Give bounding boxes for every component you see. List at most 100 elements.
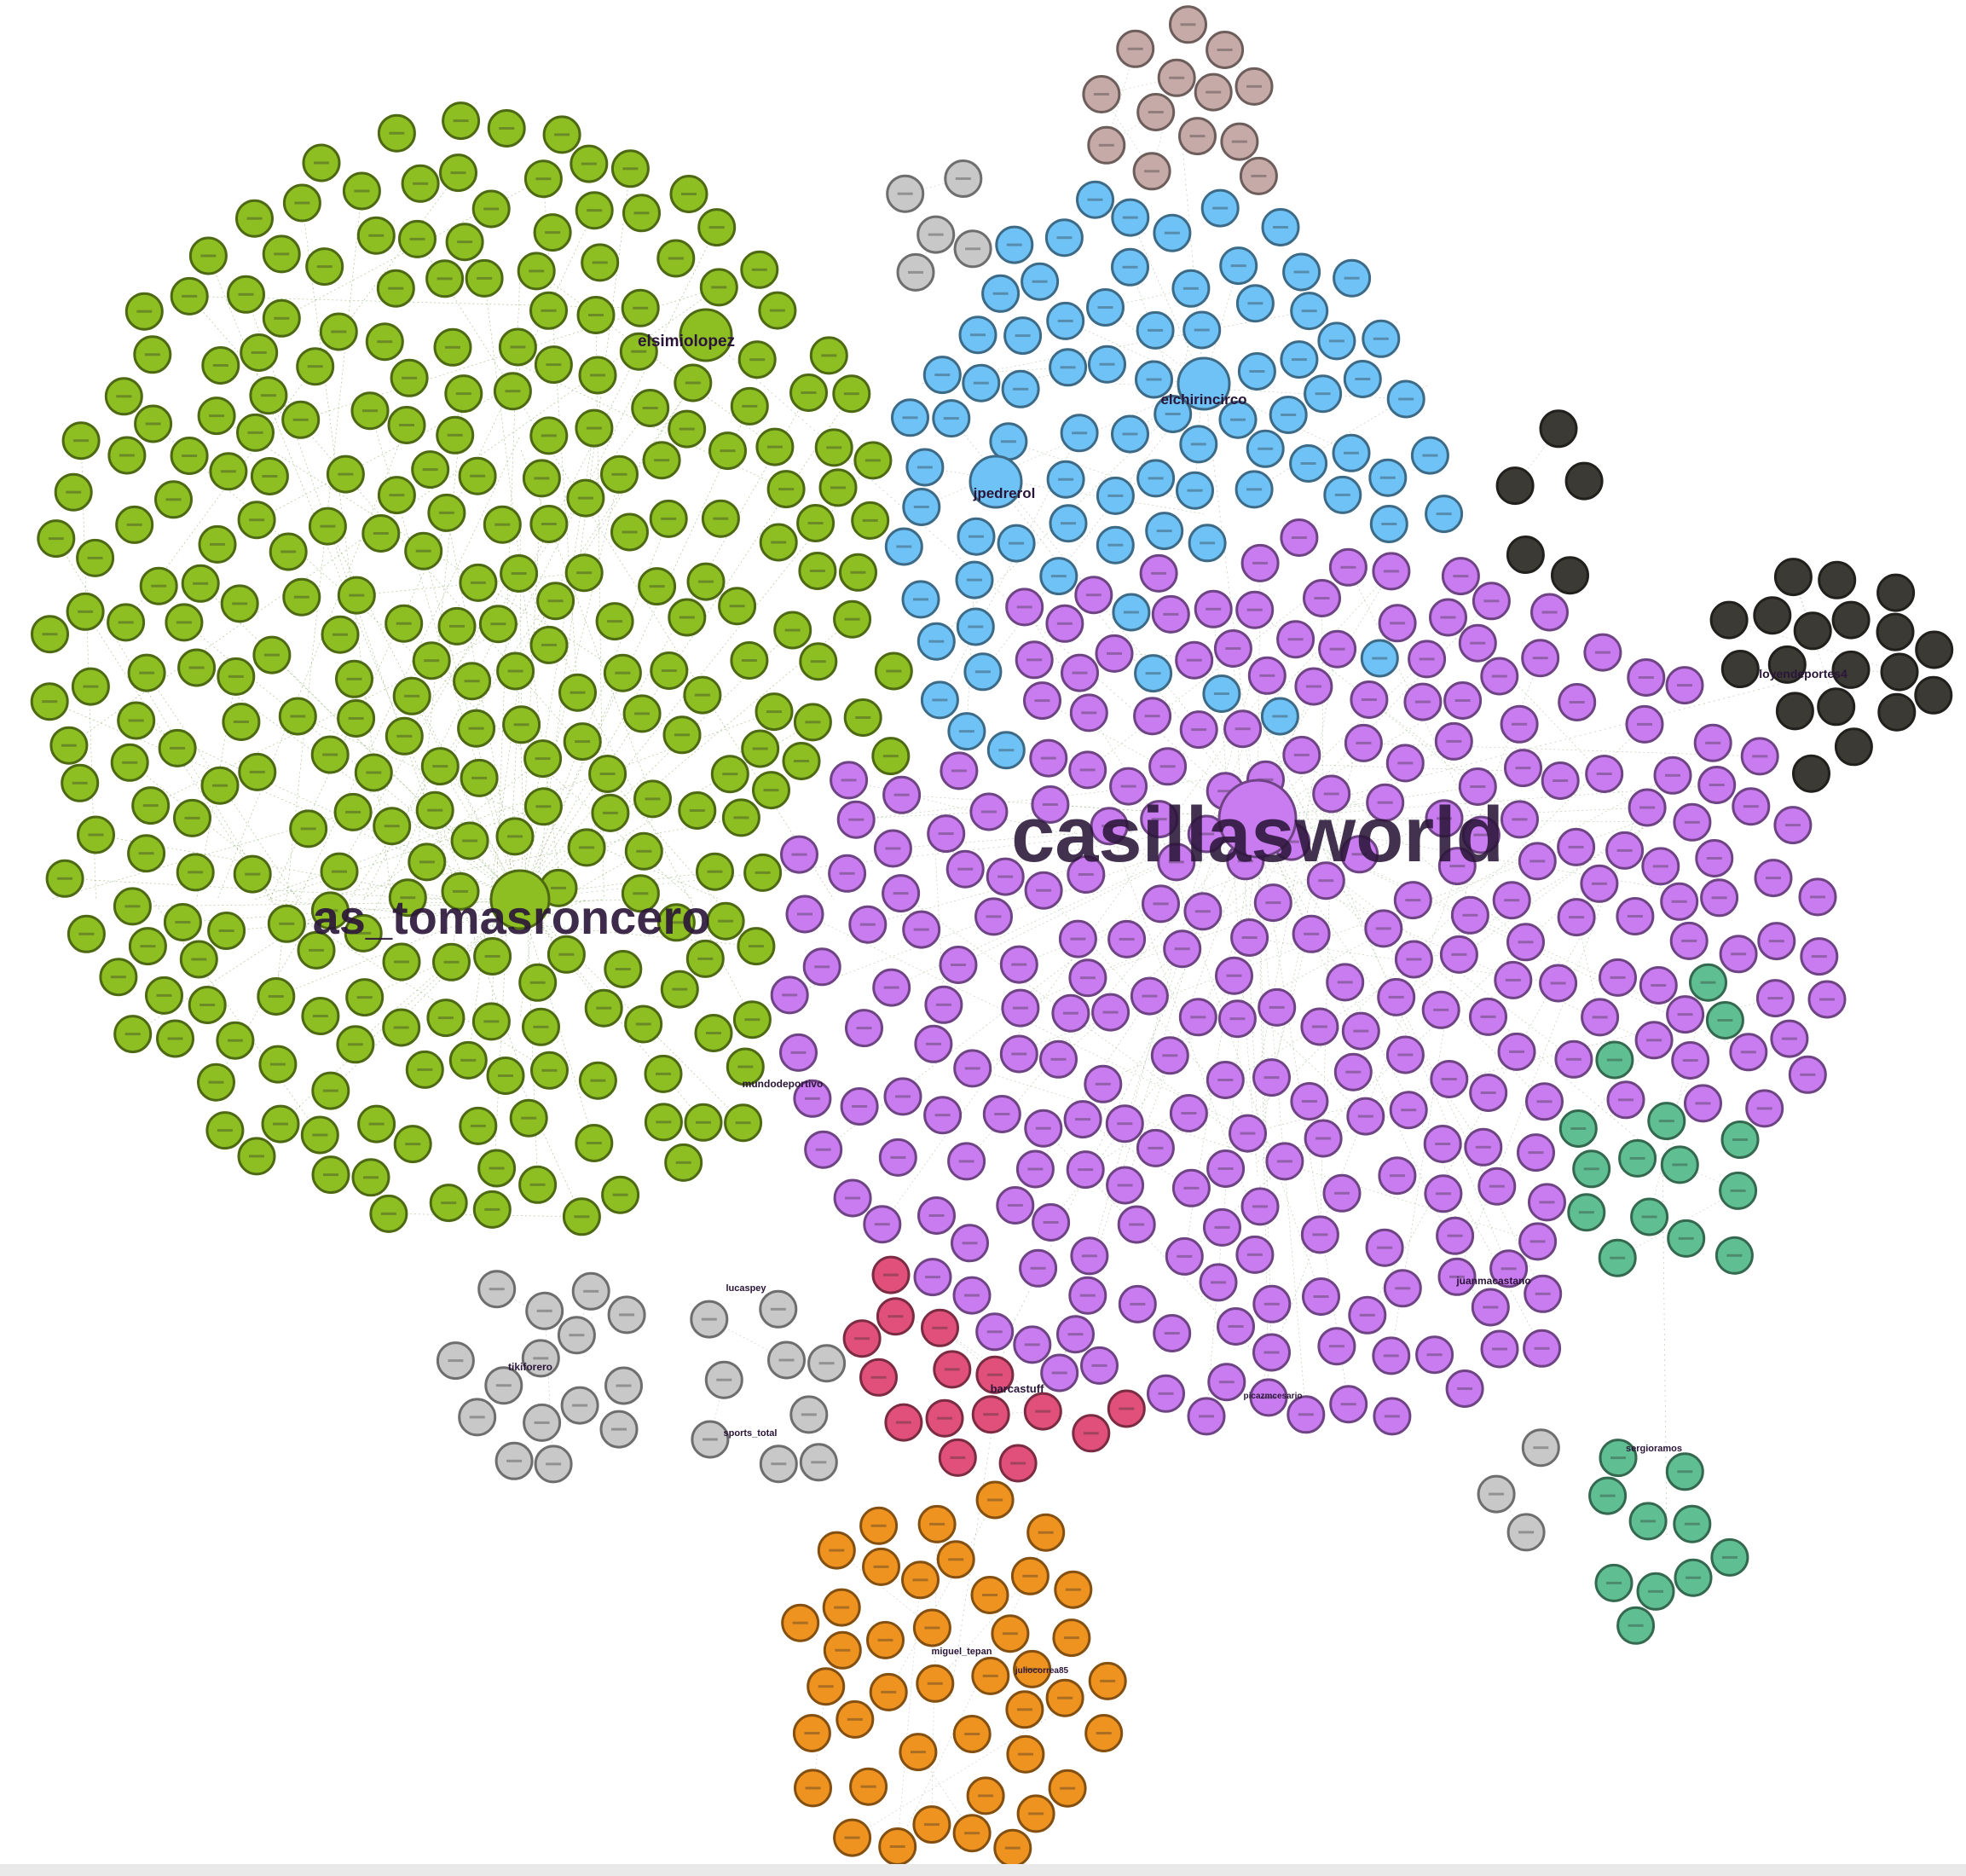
graph-node-green[interactable] (356, 216, 396, 255)
graph-node-teal[interactable] (1667, 1219, 1706, 1258)
graph-node-purple[interactable] (1024, 1109, 1063, 1148)
graph-node-pink[interactable] (921, 1308, 959, 1347)
graph-node-purple[interactable] (986, 857, 1025, 896)
graph-node-purple[interactable] (1539, 964, 1578, 1003)
graph-node-blue[interactable] (1088, 345, 1126, 384)
graph-node-teal[interactable] (1558, 1109, 1598, 1148)
graph-node-green[interactable] (699, 268, 738, 307)
graph-node-gray[interactable] (807, 1344, 847, 1383)
graph-node-blue[interactable] (922, 356, 962, 395)
graph-node-purple[interactable] (1328, 547, 1368, 587)
graph-node-green[interactable] (523, 159, 563, 199)
graph-node-green[interactable] (740, 250, 779, 289)
graph-node-orange[interactable] (952, 1715, 992, 1753)
graph-node-purple[interactable] (1554, 1039, 1593, 1079)
graph-node-green[interactable] (227, 275, 265, 314)
graph-node-green[interactable] (536, 582, 575, 621)
graph-node-green[interactable] (345, 978, 385, 1017)
graph-node-purple[interactable] (1523, 1329, 1562, 1368)
graph-node-teal[interactable] (1673, 1504, 1712, 1543)
graph-node-dark[interactable] (1495, 466, 1535, 506)
graph-node-blue[interactable] (1182, 310, 1222, 350)
graph-node-purple[interactable] (975, 1312, 1015, 1352)
graph-node-green[interactable] (726, 1047, 765, 1086)
graph-node-purple[interactable] (1469, 997, 1507, 1036)
graph-node-green[interactable] (217, 657, 256, 696)
graph-node-teal[interactable] (1572, 1149, 1611, 1189)
graph-node-green[interactable] (487, 109, 526, 148)
graph-node-purple[interactable] (1031, 785, 1070, 824)
graph-node-green[interactable] (522, 459, 561, 498)
graph-node-gray[interactable] (799, 1443, 838, 1482)
graph-node-purple[interactable] (1408, 640, 1447, 679)
graph-node-green[interactable] (415, 790, 454, 830)
graph-node-purple[interactable] (1066, 1150, 1105, 1190)
graph-node-pink[interactable] (1023, 1392, 1062, 1431)
graph-node-purple[interactable] (1276, 620, 1315, 659)
graph-node-gray[interactable] (690, 1300, 729, 1339)
graph-node-purple[interactable] (1745, 1089, 1784, 1128)
graph-node-green[interactable] (668, 409, 707, 449)
graph-node-purple[interactable] (1450, 895, 1489, 935)
graph-node-purple[interactable] (1074, 576, 1113, 615)
graph-node-purple[interactable] (1252, 1333, 1291, 1372)
graph-node-green[interactable] (233, 854, 272, 894)
graph-node-green[interactable] (581, 243, 620, 282)
graph-node-green[interactable] (250, 457, 289, 495)
graph-node-purple[interactable] (927, 814, 966, 854)
graph-node-blue[interactable] (902, 488, 941, 526)
graph-node-green[interactable] (564, 553, 604, 593)
graph-node-purple[interactable] (902, 910, 941, 949)
graph-node-green[interactable] (796, 504, 836, 542)
graph-node-gray[interactable] (607, 1295, 646, 1335)
graph-node-purple[interactable] (1056, 1315, 1095, 1354)
graph-node-green[interactable] (382, 1008, 421, 1047)
graph-node-taupe[interactable] (1157, 58, 1196, 97)
graph-node-green[interactable] (342, 171, 381, 211)
graph-node-green[interactable] (337, 699, 376, 738)
graph-node-purple[interactable] (1265, 1142, 1304, 1181)
graph-node-purple[interactable] (1148, 747, 1188, 786)
graph-node-taupe[interactable] (1082, 75, 1121, 113)
graph-node-purple[interactable] (1697, 766, 1737, 804)
graph-node-green[interactable] (376, 269, 415, 308)
graph-node-gray[interactable] (557, 1316, 596, 1355)
graph-node-purple[interactable] (953, 1049, 992, 1088)
graph-node-green[interactable] (562, 1197, 601, 1236)
graph-node-blue[interactable] (1261, 208, 1300, 246)
graph-node-green[interactable] (642, 441, 681, 480)
graph-node-purple[interactable] (913, 1258, 952, 1297)
graph-node-blue[interactable] (1369, 505, 1408, 543)
graph-node-green[interactable] (289, 809, 328, 848)
graph-node-green[interactable] (871, 737, 911, 776)
graph-node-green[interactable] (61, 763, 100, 802)
graph-node-gray[interactable] (523, 1403, 562, 1442)
graph-node-blue[interactable] (1362, 319, 1401, 358)
graph-node-purple[interactable] (1178, 998, 1217, 1037)
graph-node-green[interactable] (249, 376, 288, 415)
graph-node-green[interactable] (766, 470, 806, 509)
graph-node-green[interactable] (851, 501, 890, 540)
graph-node-taupe[interactable] (1116, 29, 1155, 68)
graph-node-purple[interactable] (1788, 1055, 1827, 1094)
graph-node-orange[interactable] (975, 1480, 1015, 1520)
graph-node-blue[interactable] (986, 731, 1026, 770)
graph-node-purple[interactable] (1150, 1036, 1189, 1075)
graph-node-green[interactable] (789, 373, 828, 412)
graph-node-green[interactable] (444, 374, 483, 414)
graph-node-green[interactable] (758, 291, 797, 330)
graph-node-purple[interactable] (1153, 1314, 1192, 1352)
graph-node-purple[interactable] (1306, 861, 1345, 900)
graph-node-purple[interactable] (845, 1009, 883, 1048)
graph-node-purple[interactable] (1461, 815, 1501, 854)
graph-node-green[interactable] (393, 1125, 432, 1164)
graph-node-purple[interactable] (1019, 1248, 1058, 1288)
graph-node-purple[interactable] (996, 1186, 1035, 1225)
graph-node-dark[interactable] (1876, 573, 1916, 612)
graph-node-green[interactable] (107, 603, 146, 642)
graph-node-green[interactable] (601, 1175, 640, 1214)
graph-node-purple[interactable] (770, 976, 809, 1015)
graph-node-gray[interactable] (604, 1366, 643, 1405)
graph-node-gray[interactable] (886, 174, 925, 213)
graph-node-gray[interactable] (534, 1445, 573, 1484)
